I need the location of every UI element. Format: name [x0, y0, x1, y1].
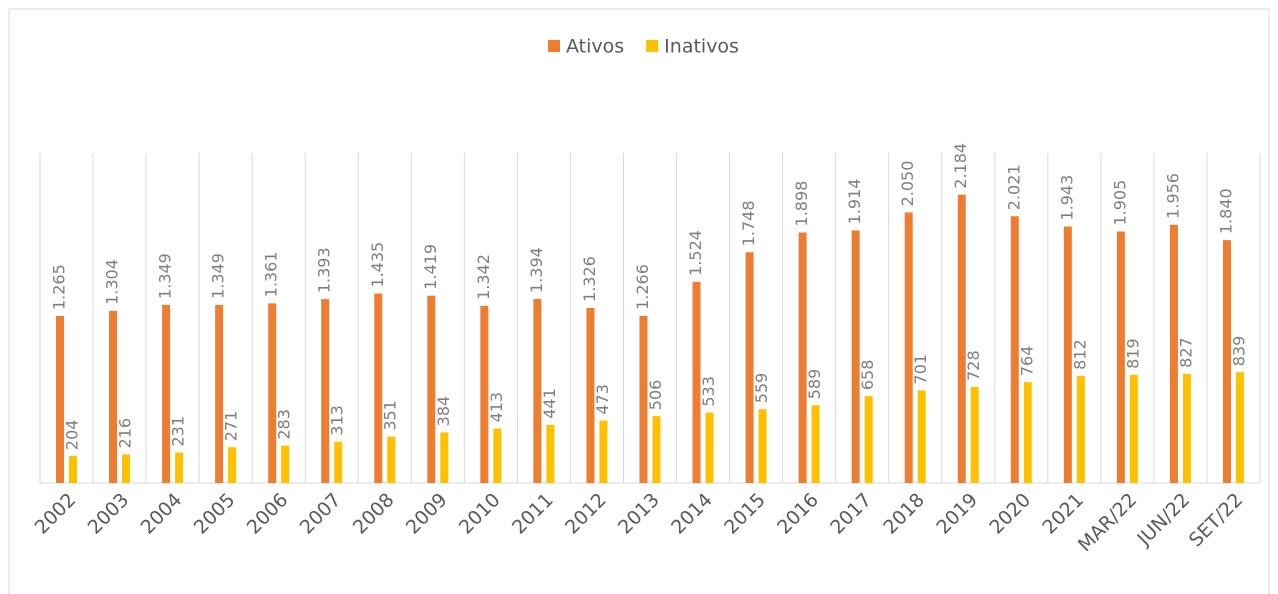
data-label: 1.326	[580, 256, 599, 302]
data-label: 1.898	[792, 181, 811, 227]
data-label: 1.419	[421, 244, 440, 290]
data-label: 1.914	[845, 179, 864, 225]
data-label: 441	[540, 388, 559, 419]
data-label: 473	[593, 384, 612, 415]
data-label: 1.394	[527, 247, 546, 293]
bar	[599, 420, 608, 483]
bar	[917, 390, 926, 483]
data-label: 827	[1176, 337, 1195, 368]
bar	[175, 452, 184, 483]
bar	[321, 299, 330, 483]
data-label: 764	[1017, 346, 1036, 377]
bar	[864, 396, 873, 483]
bar	[798, 232, 807, 483]
bar	[586, 307, 595, 483]
bar	[69, 456, 77, 483]
bar	[904, 212, 913, 483]
chart-border	[8, 8, 1270, 594]
bar	[639, 315, 648, 483]
data-label: 1.361	[262, 252, 281, 298]
bar	[758, 409, 767, 483]
bar	[228, 447, 237, 483]
bar	[1116, 231, 1125, 483]
bar	[811, 405, 820, 483]
bar	[440, 432, 449, 483]
data-label: 1.304	[103, 259, 122, 305]
bar	[374, 293, 383, 483]
bar	[1023, 382, 1032, 483]
data-label: 216	[116, 418, 135, 449]
bar	[851, 230, 860, 483]
bar	[1169, 224, 1178, 484]
data-label: 506	[646, 380, 665, 411]
data-label: 1.748	[739, 200, 758, 246]
legend-swatch	[646, 40, 659, 52]
data-label: 1.840	[1216, 188, 1235, 234]
data-label: 589	[805, 369, 824, 400]
bar	[1063, 226, 1072, 484]
data-label: 839	[1229, 336, 1248, 367]
data-label: 231	[169, 416, 188, 447]
bar	[109, 310, 118, 483]
data-label: 2.050	[898, 161, 917, 207]
data-label: 812	[1070, 339, 1089, 370]
data-label: 413	[487, 392, 506, 423]
bar	[1129, 374, 1138, 483]
data-label: 351	[381, 400, 400, 431]
bar	[56, 316, 64, 483]
data-label: 384	[434, 396, 453, 427]
data-label: 533	[699, 376, 718, 407]
data-label: 283	[275, 409, 294, 440]
data-label: 1.342	[474, 254, 493, 300]
data-label: 1.349	[209, 253, 228, 299]
data-label: 559	[752, 373, 771, 404]
bar	[546, 424, 555, 483]
bar	[122, 454, 131, 483]
data-label: 204	[63, 420, 82, 451]
data-label: 271	[222, 411, 241, 442]
data-label: 1.393	[315, 247, 334, 293]
data-label: 1.349	[156, 253, 175, 299]
legend-label: Inativos	[664, 36, 739, 58]
data-label: 1.266	[633, 264, 652, 310]
data-label: 1.905	[1110, 180, 1129, 226]
data-label: 313	[328, 405, 347, 436]
bar	[215, 304, 224, 483]
bar	[281, 445, 290, 483]
bar	[334, 441, 343, 483]
legend-label: Ativos	[566, 36, 624, 58]
data-label: 1.524	[686, 230, 705, 276]
bar	[1222, 240, 1231, 483]
data-label: 2.184	[951, 143, 970, 189]
data-label: 819	[1123, 338, 1142, 369]
bar	[652, 416, 661, 483]
bar	[480, 305, 489, 483]
bar	[1010, 216, 1019, 483]
bar	[745, 252, 754, 483]
bar	[692, 281, 701, 483]
bar	[970, 386, 979, 483]
bar	[387, 436, 396, 483]
bar	[705, 412, 714, 483]
bar	[1235, 372, 1244, 483]
data-label: 1.956	[1163, 173, 1182, 219]
data-label: 728	[964, 350, 983, 381]
bar	[1076, 375, 1085, 483]
bar	[957, 194, 966, 483]
bar	[1182, 373, 1191, 483]
bar	[427, 295, 436, 483]
legend-swatch	[548, 40, 560, 52]
data-label: 1.265	[50, 264, 69, 310]
data-label: 1.435	[368, 242, 387, 288]
data-label: 701	[911, 354, 930, 385]
data-label: 658	[858, 360, 877, 391]
bar	[268, 303, 277, 483]
bar	[533, 298, 542, 483]
bar	[162, 304, 171, 483]
bar	[493, 428, 502, 483]
data-label: 2.021	[1004, 164, 1023, 210]
data-label: 1.943	[1057, 175, 1076, 221]
